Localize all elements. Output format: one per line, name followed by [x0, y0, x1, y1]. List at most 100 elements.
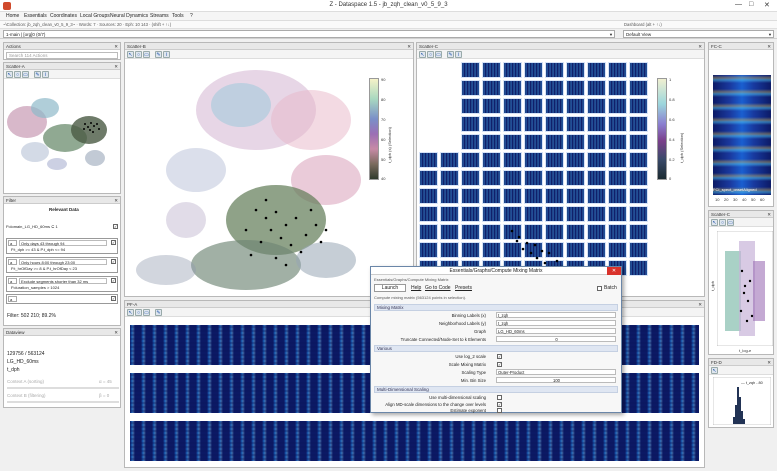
spectrogram-tile[interactable]: [524, 62, 543, 78]
spectrogram-tile[interactable]: [566, 152, 585, 168]
spectrogram-tile[interactable]: [566, 98, 585, 114]
spectrogram-tile[interactable]: [608, 80, 627, 96]
spectrogram-tile[interactable]: [629, 242, 648, 258]
spectrogram-tile[interactable]: [608, 62, 627, 78]
spectrogram-tile[interactable]: [482, 224, 501, 240]
spectrogram-tile[interactable]: [440, 242, 459, 258]
spectrogram-tile[interactable]: [461, 242, 480, 258]
lasso-tool-icon[interactable]: ○: [427, 51, 434, 58]
info-tool-icon[interactable]: i: [163, 51, 170, 58]
spectrogram-tile[interactable]: [629, 188, 648, 204]
spectrogram-tile[interactable]: [587, 224, 606, 240]
spectrogram-tile[interactable]: [545, 134, 564, 150]
spectrogram-tile[interactable]: [566, 62, 585, 78]
spectrogram-tile[interactable]: [503, 188, 522, 204]
spectrogram-tile[interactable]: [545, 62, 564, 78]
filter-duration-input[interactable]: Exclude segments shorter than 32 ms: [19, 278, 107, 284]
spectrogram-tile[interactable]: [566, 170, 585, 186]
pointer-tool-icon[interactable]: ↖: [711, 219, 718, 226]
spectrogram-tile[interactable]: [503, 98, 522, 114]
spectrogram-tile[interactable]: [629, 170, 648, 186]
spectrogram-tile[interactable]: [608, 242, 627, 258]
spectrogram-tile[interactable]: [440, 224, 459, 240]
spectrogram-tile[interactable]: [524, 242, 543, 258]
batch-checkbox[interactable]: [597, 286, 602, 291]
spectrogram-tile[interactable]: [461, 188, 480, 204]
spectrogram-tile[interactable]: [419, 206, 438, 222]
binning-input[interactable]: t_zqh: [496, 312, 616, 318]
spectrogram-tile[interactable]: [461, 170, 480, 186]
neighborhood-input[interactable]: t_zqh: [496, 320, 616, 326]
spectrogram-tile[interactable]: [608, 206, 627, 222]
filter-duration-select[interactable]: a: [8, 278, 17, 284]
spectrogram-tile[interactable]: [587, 80, 606, 96]
minimize-button[interactable]: —: [735, 1, 742, 8]
spectrogram-tile[interactable]: [461, 62, 480, 78]
spectrogram-tile[interactable]: [482, 98, 501, 114]
spectrogram-tile[interactable]: [524, 224, 543, 240]
go-to-code-link[interactable]: Go to Code: [425, 285, 451, 291]
spectrogram-tile[interactable]: [629, 260, 648, 276]
context-a-slider[interactable]: [7, 387, 119, 389]
select-tool-icon[interactable]: ▭: [22, 71, 29, 78]
spectrogram-tile[interactable]: [545, 170, 564, 186]
filter-days-select[interactable]: a: [8, 240, 17, 246]
spectrogram-tile[interactable]: [482, 170, 501, 186]
spectrogram-tile[interactable]: [587, 188, 606, 204]
spectrogram-tile[interactable]: [503, 206, 522, 222]
spectrogram-tile[interactable]: [566, 224, 585, 240]
menu-neural-dynamics[interactable]: Neural Dynamics: [110, 13, 149, 19]
spectrogram-tile[interactable]: [461, 116, 480, 132]
filter-hours-select[interactable]: a: [8, 259, 17, 265]
spectrogram-tile[interactable]: [461, 98, 480, 114]
menu-streams[interactable]: Streams: [150, 13, 169, 19]
lasso-tool-icon[interactable]: ○: [135, 51, 142, 58]
select-tool-icon[interactable]: ▭: [143, 51, 150, 58]
pointer-tool-icon[interactable]: ↖: [127, 51, 134, 58]
spectrogram-tile[interactable]: [545, 98, 564, 114]
spectrogram-tile[interactable]: [629, 116, 648, 132]
spectrogram-tile[interactable]: [503, 116, 522, 132]
paint-tool-icon[interactable]: ✎: [155, 51, 162, 58]
filter-hours-input[interactable]: Only hours 8:00 through 23:00: [19, 259, 107, 265]
log2-checkbox[interactable]: ✓: [497, 354, 502, 359]
spectrogram-tile[interactable]: [545, 80, 564, 96]
scatter-c-small-plot[interactable]: [717, 231, 773, 346]
menu-home[interactable]: Home: [6, 13, 20, 19]
spectrogram-tile[interactable]: [608, 98, 627, 114]
spectrogram-tile[interactable]: [482, 134, 501, 150]
spectrogram-tile-grid[interactable]: [417, 60, 652, 296]
spectrogram-tile[interactable]: [566, 206, 585, 222]
spectrogram-tile[interactable]: [503, 242, 522, 258]
pointer-tool-icon[interactable]: ↖: [127, 309, 134, 316]
spectrogram-tile[interactable]: [440, 152, 459, 168]
scale-checkbox[interactable]: ✓: [497, 362, 502, 367]
spectrogram-tile[interactable]: [482, 206, 501, 222]
spectrogram-tile[interactable]: [524, 98, 543, 114]
spectrogram-tile[interactable]: [608, 116, 627, 132]
launch-button[interactable]: Launch: [374, 284, 406, 292]
filter-domain-checkbox[interactable]: ✓: [113, 224, 118, 229]
menu-tools[interactable]: Tools: [172, 13, 184, 19]
spectrogram-tile[interactable]: [482, 62, 501, 78]
spectrogram-tile[interactable]: [587, 116, 606, 132]
spectrogram-tile[interactable]: [566, 80, 585, 96]
context-b-slider[interactable]: [7, 401, 119, 403]
filter-empty-select[interactable]: a: [8, 296, 17, 302]
maximize-button[interactable]: □: [749, 1, 754, 8]
dashboard-select[interactable]: Default View ▼: [623, 30, 774, 38]
spectrogram-tile[interactable]: [524, 80, 543, 96]
paint-tool-icon[interactable]: ✎: [34, 71, 41, 78]
pointer-tool-icon[interactable]: ↖: [419, 51, 426, 58]
exponent-checkbox[interactable]: [497, 408, 502, 413]
spectrogram-tile[interactable]: [629, 98, 648, 114]
spectrogram-tile[interactable]: [629, 224, 648, 240]
spectrogram-tile[interactable]: [608, 134, 627, 150]
filter-days-checkbox[interactable]: ✓: [111, 240, 116, 245]
spectrogram-tile[interactable]: [587, 170, 606, 186]
collection-select[interactable]: 1-main | [org]0 (0/7) ▼: [3, 30, 615, 38]
spectrogram-tile[interactable]: [566, 134, 585, 150]
spectrogram-tile[interactable]: [524, 206, 543, 222]
spectrogram-tile[interactable]: [608, 152, 627, 168]
spectrogram-tile[interactable]: [482, 242, 501, 258]
